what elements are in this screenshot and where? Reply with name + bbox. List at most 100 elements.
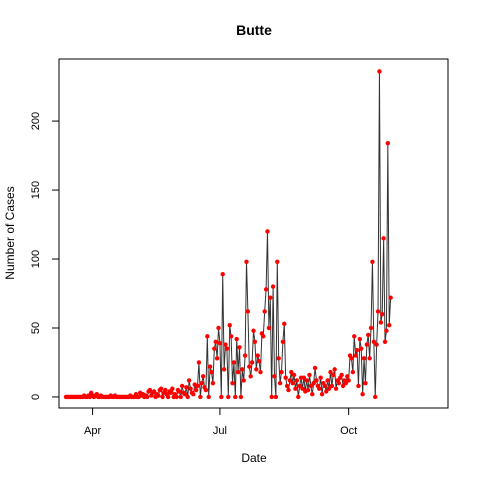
y-tick-label: 0 <box>30 394 42 400</box>
data-point <box>293 386 298 391</box>
data-point <box>240 367 245 372</box>
data-point <box>283 375 288 380</box>
data-point <box>307 372 312 378</box>
data-point <box>268 295 273 300</box>
data-point <box>336 380 342 386</box>
data-point <box>256 358 262 364</box>
data-point <box>319 392 325 397</box>
data-point <box>326 386 332 391</box>
data-point <box>289 369 294 375</box>
data-point <box>219 394 224 400</box>
data-point <box>312 365 318 371</box>
data-point <box>216 325 221 331</box>
data-point <box>357 336 363 342</box>
data-point <box>317 386 322 391</box>
data-point <box>384 328 389 333</box>
data-point <box>212 346 217 351</box>
y-tick-label: 150 <box>30 181 42 199</box>
data-point <box>230 380 235 386</box>
x-axis: Apr Jul Oct <box>84 408 357 437</box>
data-point <box>269 394 274 400</box>
data-point <box>375 309 381 314</box>
data-point <box>198 394 203 400</box>
data-point <box>343 380 349 386</box>
data-point <box>255 353 260 358</box>
data-point <box>265 229 270 234</box>
y-axis-label: Number of Cases <box>3 186 17 279</box>
data-point <box>213 339 218 344</box>
data-point <box>188 386 193 391</box>
data-point <box>244 259 249 264</box>
data-point <box>296 394 301 400</box>
data-point <box>258 369 263 375</box>
data-point <box>174 394 179 400</box>
data-point <box>279 369 284 375</box>
data-point <box>356 383 361 389</box>
data-point <box>220 271 225 277</box>
data-point <box>277 380 283 386</box>
data-point <box>195 383 200 389</box>
data-point <box>333 386 339 391</box>
data-point <box>352 334 357 339</box>
data-point <box>370 259 375 264</box>
data-point <box>144 394 150 400</box>
x-tick-label: Apr <box>84 425 101 437</box>
data-point <box>378 320 384 325</box>
data-point <box>332 367 337 372</box>
data-point <box>297 383 302 389</box>
data-point <box>226 394 231 400</box>
data-point <box>254 367 259 372</box>
data-point <box>228 334 234 339</box>
data-point <box>275 259 280 264</box>
data-point <box>207 364 213 369</box>
data-point <box>367 356 372 361</box>
data-point <box>242 353 248 358</box>
data-point <box>304 378 309 383</box>
data-point <box>291 372 297 378</box>
data-point <box>311 380 316 386</box>
data-point <box>270 284 276 289</box>
data-point <box>247 364 252 369</box>
data-point <box>263 287 269 292</box>
data-point <box>205 334 210 339</box>
data-point <box>280 339 286 344</box>
data-point <box>318 375 323 380</box>
data-point <box>224 346 230 351</box>
data-point <box>261 334 266 339</box>
data-point <box>203 387 209 393</box>
data-point <box>196 360 202 365</box>
data-point <box>251 328 256 333</box>
data-point <box>234 336 239 342</box>
data-point <box>381 236 386 241</box>
data-point <box>371 339 377 344</box>
data-point <box>210 380 216 386</box>
data-point <box>238 394 244 400</box>
x-tick-label: Oct <box>340 425 357 437</box>
data-point <box>382 339 388 344</box>
data-point <box>170 386 175 391</box>
data-point <box>361 356 367 361</box>
data-point <box>237 345 242 350</box>
data-point <box>178 394 183 400</box>
data-point <box>248 374 253 379</box>
data-point <box>156 393 161 398</box>
data-point <box>158 386 164 391</box>
data-point <box>353 353 358 358</box>
data-point <box>235 369 241 375</box>
data-point <box>328 369 333 375</box>
data-point <box>345 374 350 379</box>
data-point <box>350 369 356 375</box>
data-point <box>165 394 171 400</box>
data-point <box>287 378 293 383</box>
data-point <box>310 392 315 397</box>
data-point <box>252 339 258 344</box>
data-point <box>223 342 228 347</box>
data-point <box>284 383 290 389</box>
data-point <box>217 340 223 346</box>
data-point <box>349 356 354 361</box>
data-point <box>385 140 391 146</box>
data-point <box>191 392 196 397</box>
x-tick-label: Jul <box>213 425 227 437</box>
data-point <box>227 323 232 328</box>
